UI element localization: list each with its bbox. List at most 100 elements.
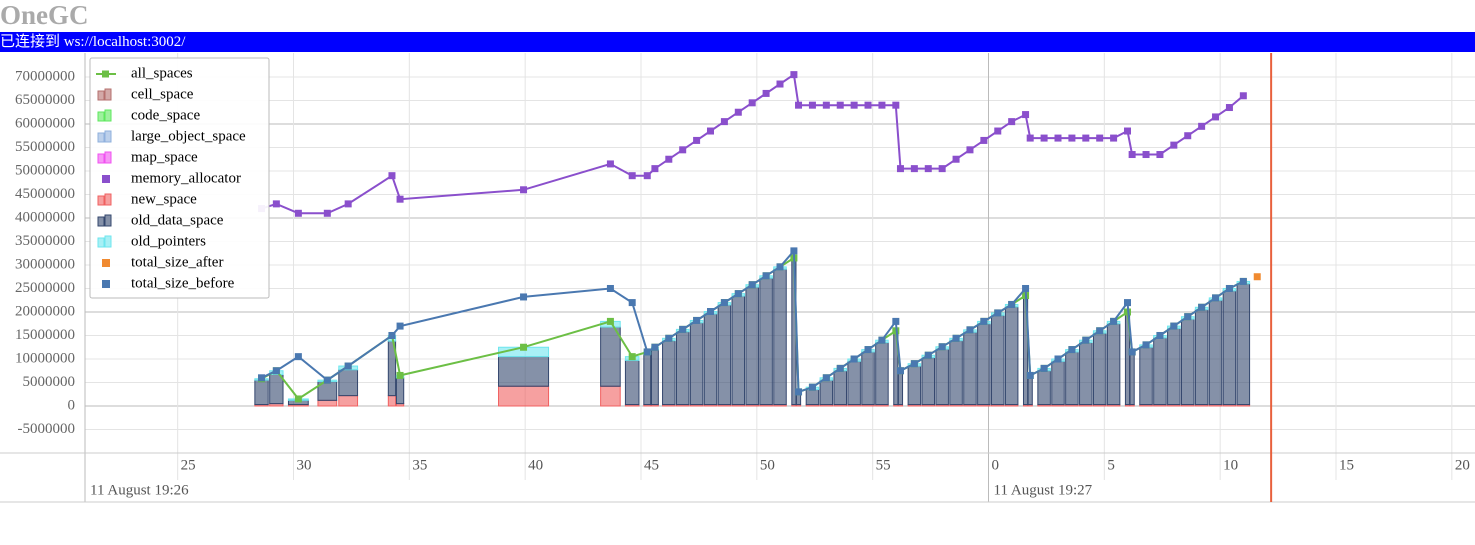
bar (897, 372, 904, 406)
bar (1051, 360, 1065, 406)
legend-icon (102, 175, 110, 183)
point (910, 165, 918, 173)
point (1128, 348, 1136, 356)
point (323, 376, 331, 384)
x-tick-label: 35 (412, 457, 427, 473)
legend-label: total_size_after (131, 254, 223, 270)
point (938, 343, 946, 351)
bar (847, 360, 861, 406)
legend-icon (97, 216, 105, 227)
point (1054, 134, 1062, 142)
point (396, 322, 404, 330)
legend-label: memory_allocator (131, 170, 241, 186)
point (734, 108, 742, 116)
bar (1180, 318, 1195, 406)
point (606, 317, 614, 325)
legend-icon (97, 90, 105, 101)
point (258, 374, 266, 382)
bar (921, 357, 936, 406)
bar (650, 349, 659, 406)
point (396, 195, 404, 203)
point (864, 346, 872, 354)
x-tick-label: 10 (1223, 457, 1238, 473)
point (762, 272, 770, 280)
point (994, 127, 1002, 135)
point (734, 290, 742, 298)
point (1008, 118, 1016, 126)
bar (819, 379, 834, 406)
point (520, 293, 528, 301)
bar (395, 377, 405, 405)
x-tick-label: 5 (1107, 457, 1115, 473)
y-tick-label: 25000000 (15, 280, 75, 296)
point (864, 101, 872, 109)
bar (1092, 332, 1107, 406)
point (1170, 141, 1178, 149)
point (790, 247, 798, 255)
bar (1194, 309, 1209, 406)
bar (317, 399, 338, 407)
bar (773, 268, 787, 406)
bar (703, 313, 718, 406)
bar (861, 351, 875, 406)
bar (1037, 370, 1051, 406)
bar (600, 326, 621, 387)
bar (745, 286, 759, 406)
point (1212, 294, 1220, 302)
point (1198, 122, 1206, 130)
legend-icon (104, 151, 112, 164)
point (790, 71, 798, 79)
bar (1004, 306, 1019, 406)
y-tick-label: 70000000 (15, 68, 75, 84)
point (396, 371, 404, 379)
point (1124, 299, 1131, 307)
legend-label: cell_space (131, 86, 194, 102)
y-tick-label: 40000000 (15, 209, 75, 225)
point (628, 353, 636, 361)
legend: all_spaces cell_space code_space large_obje… (89, 57, 270, 299)
point (952, 155, 960, 163)
bar (498, 356, 550, 387)
point (808, 383, 816, 391)
point (1040, 134, 1048, 142)
bar (717, 304, 732, 406)
point (1239, 277, 1247, 285)
point (294, 209, 302, 217)
legend-icon (104, 214, 112, 227)
bar (387, 395, 397, 407)
bar (643, 353, 652, 406)
point (1239, 92, 1247, 100)
point (323, 209, 331, 217)
connection-status: 已连接到 ws://localhost:3002/ (0, 32, 1475, 52)
point (808, 101, 816, 109)
point (1225, 284, 1233, 292)
x-tick-label: 50 (760, 457, 775, 473)
point (836, 364, 844, 372)
point (1184, 132, 1192, 140)
point (1110, 134, 1118, 142)
legend-icon (102, 280, 110, 288)
bar (1167, 327, 1181, 406)
bar (991, 314, 1005, 406)
legend-icon (104, 130, 112, 143)
bar (254, 379, 269, 406)
legend-box (89, 57, 270, 299)
point (1128, 151, 1136, 159)
point (665, 155, 673, 163)
point (924, 165, 932, 173)
point (762, 89, 770, 97)
bar (269, 374, 284, 405)
legend-icon (97, 132, 105, 143)
point (748, 281, 756, 289)
y-tick-label: 45000000 (15, 186, 75, 202)
point (896, 165, 904, 173)
x-tick-label: 15 (1339, 457, 1354, 473)
legend-icon (104, 235, 112, 248)
point (748, 99, 756, 107)
bar (795, 393, 802, 406)
y-tick-label: 0 (68, 397, 76, 413)
y-tick-label: 30000000 (15, 256, 75, 272)
point (1170, 322, 1178, 330)
y-tick-label: 35000000 (15, 233, 75, 249)
